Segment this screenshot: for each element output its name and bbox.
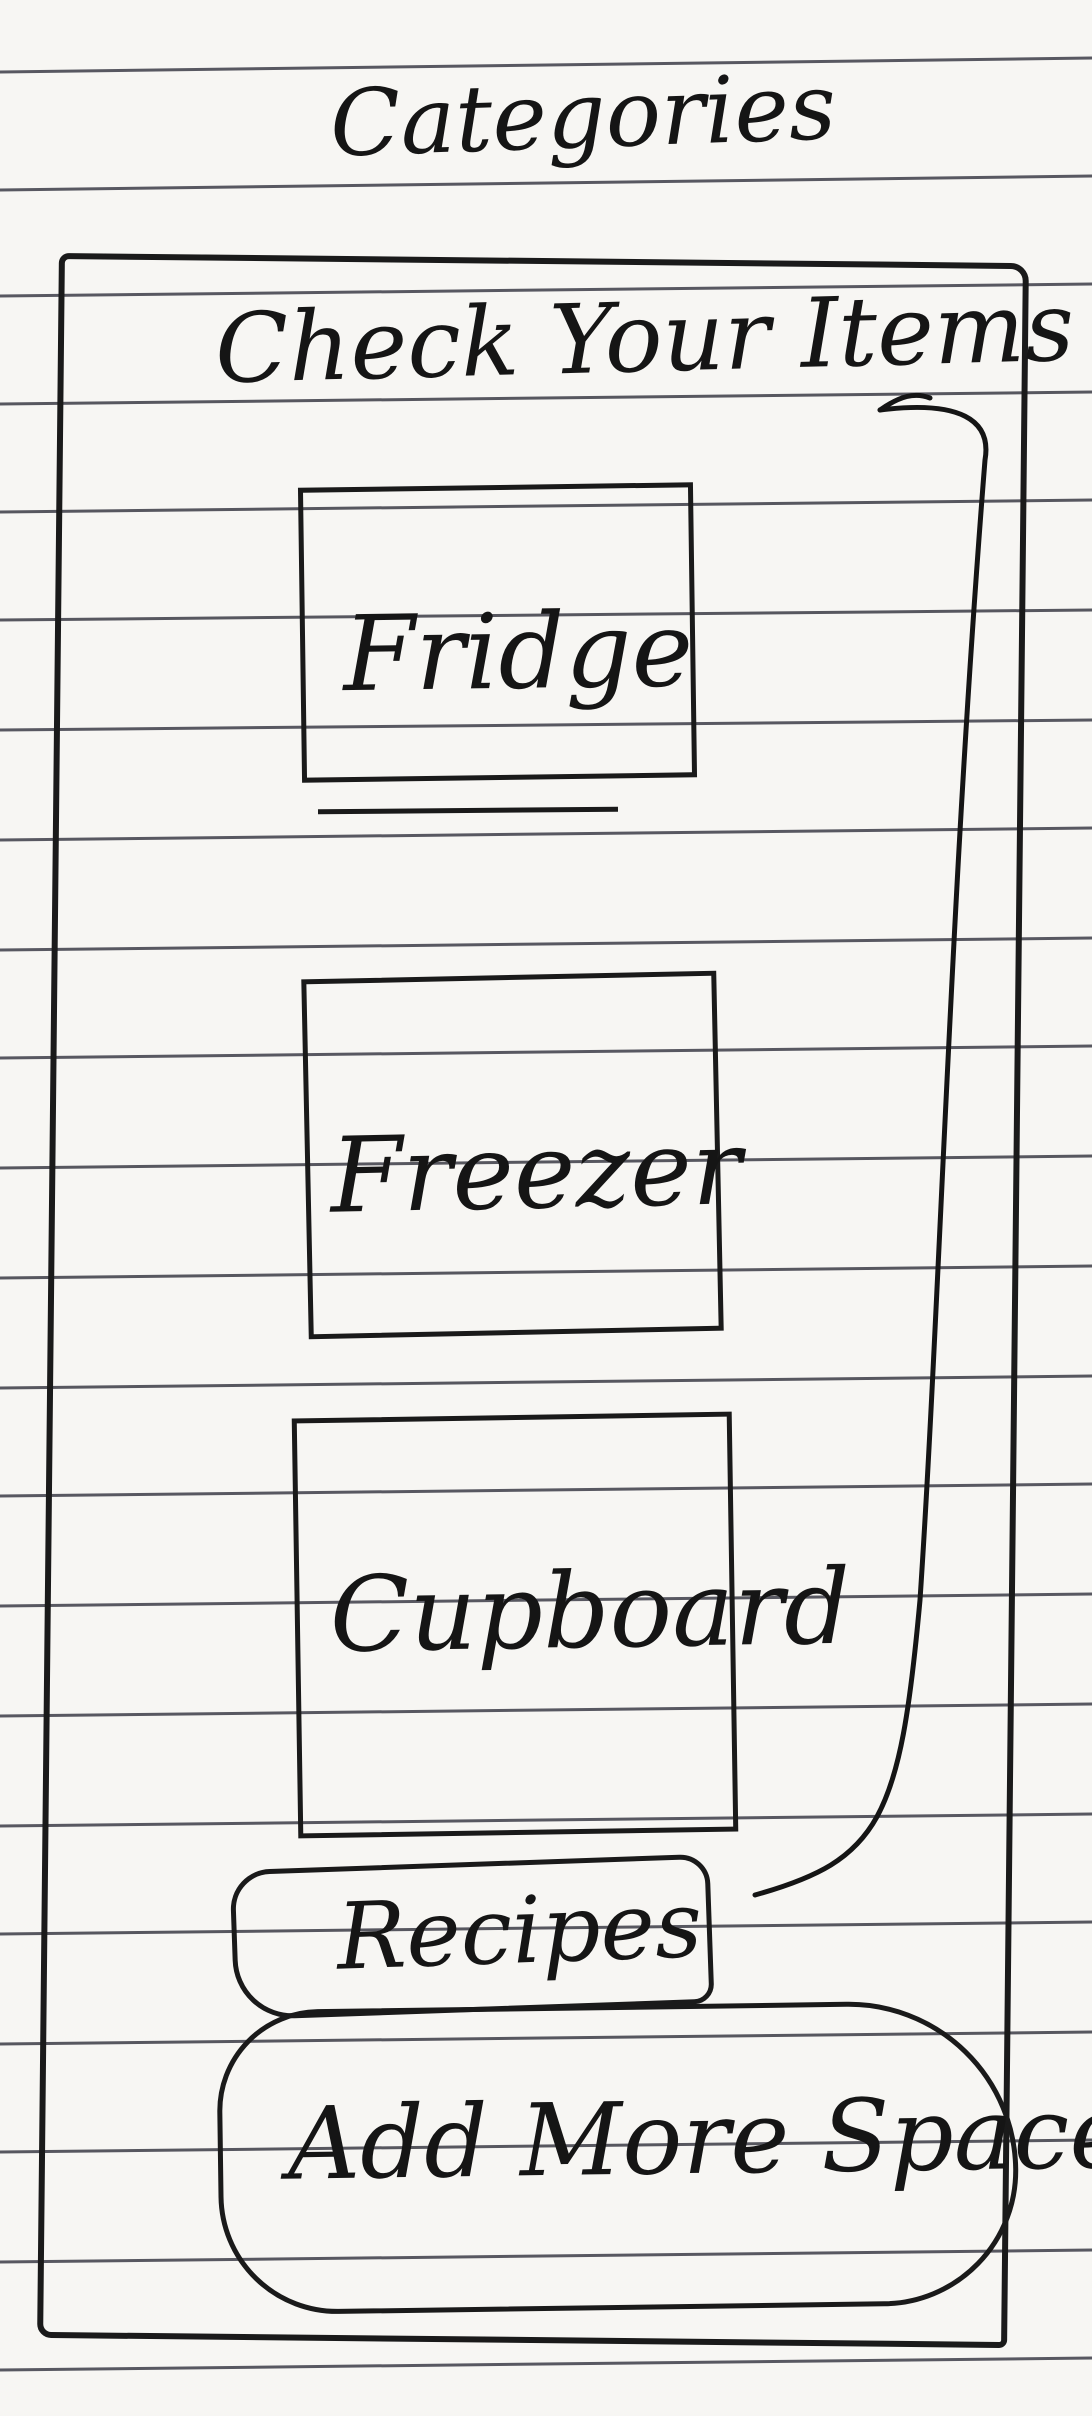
- category-card-fridge[interactable]: Fridge: [297, 482, 698, 783]
- category-card-freezer[interactable]: Freezer: [301, 970, 743, 1340]
- page-header: Check Your Items: [213, 270, 1076, 406]
- screen-title: Categories: [328, 53, 838, 178]
- recipes-button[interactable]: Recipes: [229, 1853, 715, 2021]
- category-label-cupboard: Cupboard: [328, 1545, 852, 1676]
- category-label-fridge: Fridge: [342, 588, 694, 716]
- category-card-cupboard[interactable]: Cupboard: [291, 1411, 851, 1839]
- recipes-button-label: Recipes: [335, 1871, 704, 1991]
- add-more-space-button-label: Add More Space: [286, 2073, 1092, 2203]
- category-label-freezer: Freezer: [329, 1106, 743, 1237]
- add-more-space-button[interactable]: Add More Space: [215, 1999, 1092, 2316]
